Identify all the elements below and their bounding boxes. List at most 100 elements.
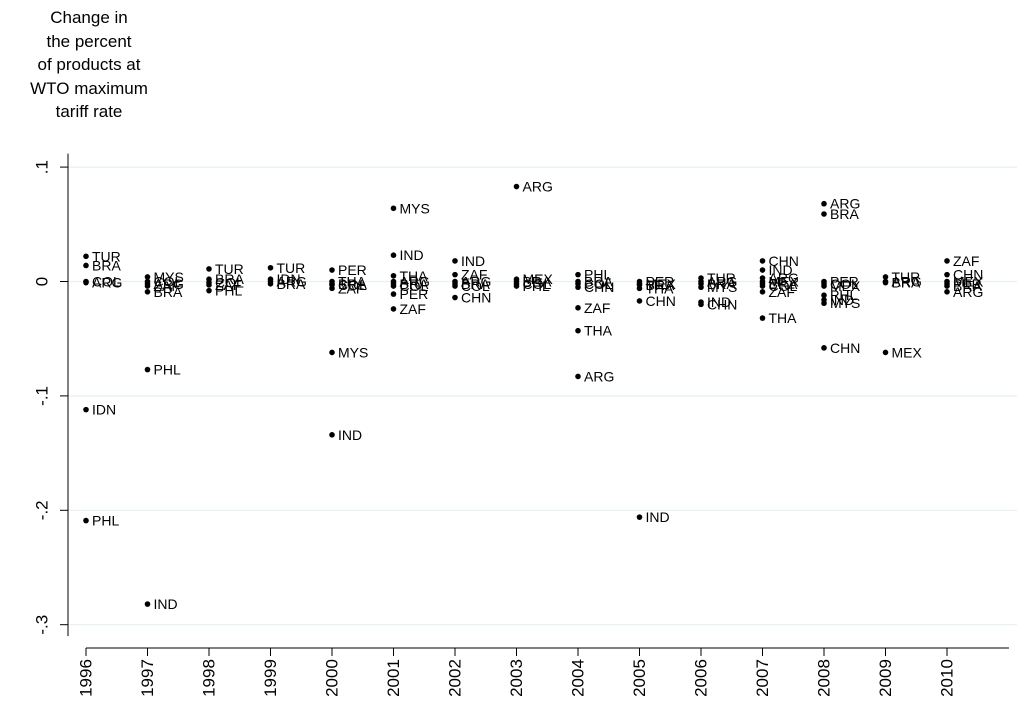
- data-point-label: CHN: [769, 253, 799, 269]
- data-point-label: BRA: [277, 276, 306, 292]
- data-point-label: PER: [646, 274, 675, 290]
- y-tick-label: 0: [33, 277, 52, 286]
- data-point: [821, 211, 827, 217]
- data-point-label: PHL: [154, 362, 181, 378]
- x-tick-label: 2010: [938, 659, 957, 697]
- data-point-label: ARG: [277, 274, 307, 290]
- data-point: [206, 266, 212, 272]
- data-point-label: BRA: [461, 276, 490, 292]
- data-point-label: COL: [523, 276, 552, 292]
- data-point-label: IDN: [277, 271, 301, 287]
- data-point-label: CHN: [461, 290, 491, 306]
- data-point-label: ARG: [154, 276, 184, 292]
- data-point-label: COL: [769, 278, 798, 294]
- data-point-label: COL: [830, 276, 859, 292]
- y-axis-title-line: Change in: [50, 8, 128, 27]
- data-point-label: COL: [92, 274, 121, 290]
- data-point-label: ARG: [953, 284, 983, 300]
- x-tick-label: 2007: [753, 659, 772, 697]
- x-tick-label: 2009: [876, 659, 895, 697]
- data-point-label: BRA: [646, 277, 675, 293]
- data-point: [144, 283, 151, 289]
- data-point: [759, 267, 766, 273]
- data-point: [390, 252, 397, 258]
- data-point-label: ZAF: [215, 277, 241, 293]
- data-point-label: MYS: [338, 344, 368, 360]
- data-point-label: CHN: [953, 267, 983, 283]
- data-point: [636, 298, 643, 304]
- data-point-label: ARG: [92, 275, 122, 291]
- data-point-label: ZAF: [338, 280, 364, 296]
- data-point: [144, 288, 151, 295]
- data-point: [575, 327, 581, 334]
- gridlines: [68, 166, 1017, 626]
- data-point-label: MEX: [523, 271, 554, 287]
- data-point-label: ZAF: [400, 301, 426, 317]
- data-point: [144, 601, 151, 607]
- data-point-label: THA: [338, 274, 367, 290]
- data-point-label: PHL: [92, 513, 119, 529]
- data-point-label: BRA: [584, 274, 613, 290]
- data-point-label: THA: [584, 323, 613, 339]
- data-point-label: MEX: [830, 278, 861, 294]
- data-point-label: IND: [154, 596, 178, 612]
- data-point-label: ARG: [400, 274, 430, 290]
- data-point: [390, 291, 397, 297]
- data-point: [144, 274, 151, 280]
- data-point: [944, 271, 950, 278]
- data-point-label: ZAF: [461, 267, 487, 283]
- data-point: [513, 183, 520, 190]
- data-point: [636, 285, 643, 292]
- data-point-label: MYS: [830, 295, 860, 311]
- data-point-label: ARG: [769, 270, 799, 286]
- data-point: [83, 253, 89, 260]
- data-point: [882, 349, 889, 356]
- y-tick-label: -.1: [33, 386, 52, 406]
- y-axis-title-line: WTO maximum: [30, 78, 148, 98]
- data-point: [329, 285, 335, 292]
- data-point: [329, 349, 335, 356]
- data-point-label: ARG: [584, 368, 614, 384]
- data-point: [821, 200, 827, 207]
- data-point-label: BRA: [400, 276, 429, 292]
- data-point-label: IND: [769, 262, 793, 278]
- data-point-label: ARG: [892, 274, 922, 290]
- data-point: [390, 272, 397, 279]
- data-point-label: BRA: [769, 276, 798, 292]
- data-point-label: CHN: [707, 296, 737, 312]
- data-point: [206, 287, 212, 294]
- x-tick-label: 2005: [630, 659, 649, 697]
- data-point: [821, 300, 827, 307]
- x-tick-label: 1996: [77, 659, 96, 697]
- data-point-label: ARG: [830, 196, 860, 212]
- data-point-label: IND: [707, 294, 731, 310]
- data-point: [452, 258, 458, 264]
- data-point-label: PER: [830, 274, 859, 290]
- data-point: [759, 283, 766, 289]
- data-point-label: IND: [830, 292, 854, 308]
- data-point-label: TUR: [707, 270, 736, 286]
- y-tick-label: -.2: [33, 500, 52, 520]
- data-point-label: BRA: [892, 275, 921, 291]
- data-point: [513, 283, 520, 289]
- data-point-label: BRA: [92, 257, 121, 273]
- x-tick-label: 2002: [446, 659, 465, 697]
- data-point-label: TUR: [215, 261, 244, 277]
- data-point: [759, 258, 766, 264]
- y-axis-ticks: .1 0 -.1 -.2 -.3: [33, 160, 68, 635]
- x-tick-label: 1999: [261, 659, 280, 697]
- data-point: [452, 283, 458, 289]
- data-point-label: PHL: [584, 267, 611, 283]
- data-point-label: MEX: [953, 274, 984, 290]
- x-tick-label: 2006: [692, 659, 711, 697]
- data-point-label: ZAF: [584, 300, 610, 316]
- x-tick-label: 1998: [200, 659, 219, 697]
- x-tick-label: 2001: [384, 659, 403, 697]
- data-point-label: ARG: [461, 274, 491, 290]
- data-point-label: COL: [461, 278, 490, 294]
- data-point-label: BRA: [215, 271, 244, 287]
- data-point: [83, 262, 89, 269]
- y-axis-title: Change in the percent of products at WTO…: [0, 6, 178, 124]
- data-point-label: MEX: [646, 276, 677, 292]
- data-point-label: CHN: [830, 340, 860, 356]
